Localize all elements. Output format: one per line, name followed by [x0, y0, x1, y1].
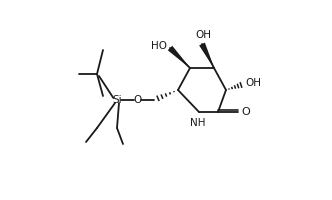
Text: O: O: [242, 107, 250, 117]
Polygon shape: [168, 46, 190, 68]
Text: OH: OH: [245, 78, 261, 88]
Polygon shape: [199, 43, 214, 68]
Text: NH: NH: [190, 118, 206, 128]
Text: O: O: [133, 95, 141, 105]
Text: HO: HO: [151, 41, 167, 51]
Text: OH: OH: [195, 30, 211, 40]
Text: Si: Si: [112, 95, 122, 105]
